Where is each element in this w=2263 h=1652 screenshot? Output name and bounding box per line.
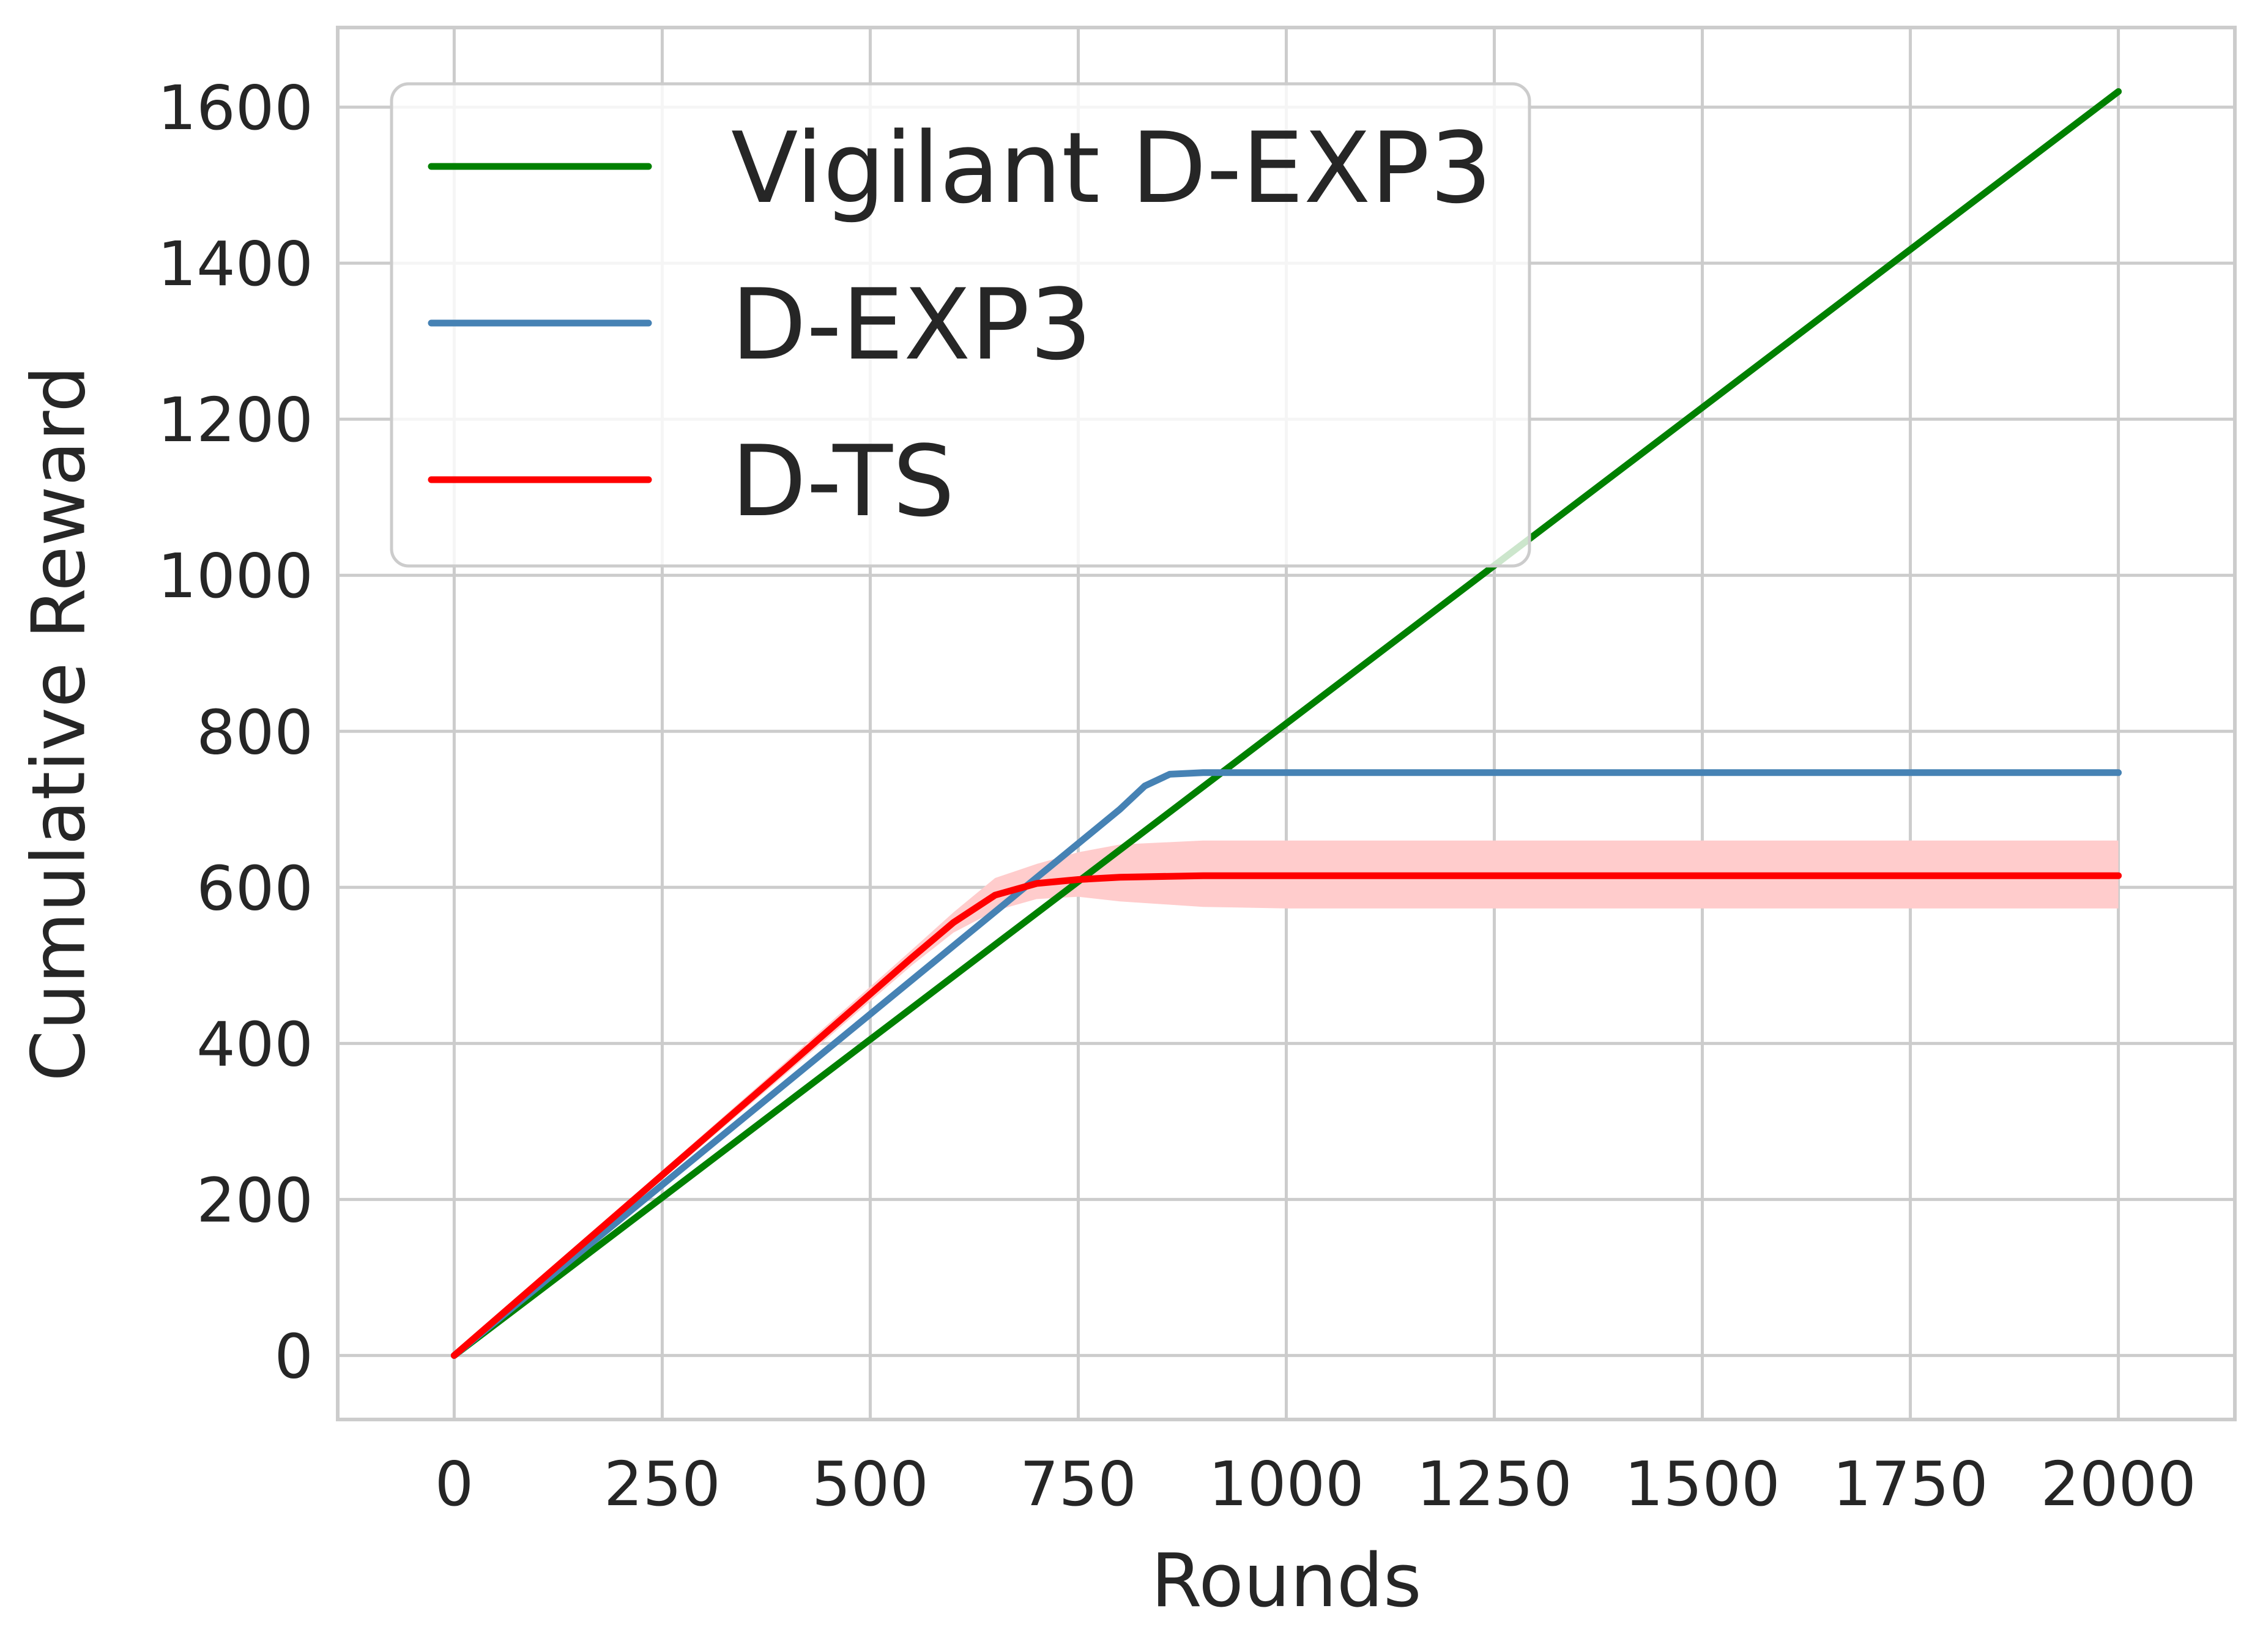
legend-label-d-exp3: D-EXP3 [731, 267, 1092, 382]
d-exp3-line [450, 769, 2122, 1359]
y-tick-label: 200 [196, 1164, 313, 1236]
series-lines [450, 88, 2122, 1359]
y-tick-label: 600 [196, 852, 313, 924]
y-axis-label: Cumulative Reward [17, 366, 102, 1082]
x-axis-ticks: 0 250 500 750 1000 1250 1500 1750 2000 [435, 1448, 2196, 1520]
x-tick-label: 750 [1020, 1448, 1137, 1520]
y-tick-label: 1000 [158, 540, 314, 612]
x-tick-label: 500 [812, 1448, 929, 1520]
x-tick-label: 0 [435, 1448, 474, 1520]
y-tick-label: 1600 [158, 72, 314, 144]
confidence-bands [454, 840, 2119, 1356]
x-tick-label: 1000 [1208, 1448, 1364, 1520]
x-tick-label: 1750 [1832, 1448, 1988, 1520]
y-tick-label: 1400 [158, 228, 314, 300]
y-tick-label: 800 [196, 696, 313, 768]
d-ts-band [454, 840, 2119, 1356]
y-axis-ticks: 0 200 400 600 800 1000 1200 1400 1600 [158, 72, 314, 1392]
vigilant-d-exp3-line [450, 88, 2122, 1359]
legend-box [390, 82, 1531, 568]
x-tick-label: 250 [604, 1448, 721, 1520]
y-tick-label: 400 [196, 1008, 313, 1080]
x-tick-label: 1250 [1416, 1448, 1572, 1520]
d-ts-line [450, 872, 2122, 1359]
legend-label-vigilant-d-exp3: Vigilant D-EXP3 [731, 111, 1492, 225]
legend-label-d-ts: D-TS [731, 424, 955, 538]
y-tick-label: 0 [274, 1320, 313, 1392]
x-tick-label: 1500 [1624, 1448, 1780, 1520]
plot-frame [336, 26, 2237, 1421]
x-axis-label: Rounds [1151, 1539, 1421, 1624]
legend: Vigilant D-EXP3 D-EXP3 D-TS [390, 82, 1531, 568]
x-tick-label: 2000 [2040, 1448, 2196, 1520]
y-tick-label: 1200 [158, 384, 314, 456]
